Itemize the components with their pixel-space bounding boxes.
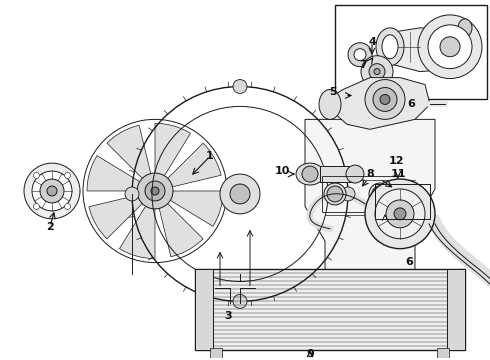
Ellipse shape <box>324 183 346 205</box>
Circle shape <box>33 203 39 210</box>
Circle shape <box>24 163 80 219</box>
Polygon shape <box>168 143 221 187</box>
Text: 10: 10 <box>274 166 290 176</box>
Circle shape <box>233 80 247 94</box>
Circle shape <box>65 203 71 210</box>
Bar <box>447 269 465 350</box>
Text: 11: 11 <box>390 169 406 179</box>
Text: 6: 6 <box>407 99 415 109</box>
Bar <box>195 269 213 350</box>
Polygon shape <box>89 195 142 239</box>
Circle shape <box>380 94 390 104</box>
Bar <box>437 348 449 360</box>
Polygon shape <box>330 78 430 129</box>
Bar <box>375 184 430 219</box>
Ellipse shape <box>319 90 341 120</box>
Circle shape <box>151 187 159 195</box>
Polygon shape <box>305 120 435 293</box>
Bar <box>320 166 355 182</box>
Circle shape <box>365 179 435 249</box>
Polygon shape <box>120 206 155 258</box>
Circle shape <box>369 64 385 80</box>
Text: 2: 2 <box>46 222 54 232</box>
Ellipse shape <box>296 163 324 185</box>
Circle shape <box>302 166 318 182</box>
Text: 5: 5 <box>329 86 337 96</box>
Circle shape <box>230 184 250 204</box>
Circle shape <box>418 15 482 78</box>
Circle shape <box>373 87 397 111</box>
Circle shape <box>125 187 139 201</box>
Circle shape <box>348 43 372 67</box>
Circle shape <box>428 25 472 69</box>
Circle shape <box>374 69 380 75</box>
Circle shape <box>375 189 425 239</box>
Circle shape <box>33 172 39 179</box>
Bar <box>335 5 487 99</box>
Text: 9: 9 <box>306 349 314 359</box>
Circle shape <box>394 208 406 220</box>
Ellipse shape <box>369 183 391 205</box>
Bar <box>322 176 397 212</box>
Ellipse shape <box>458 19 472 37</box>
Text: 4: 4 <box>368 37 376 47</box>
Circle shape <box>341 187 355 201</box>
Polygon shape <box>171 191 223 226</box>
Text: 7: 7 <box>359 60 367 69</box>
Text: 1: 1 <box>206 151 214 161</box>
Bar <box>210 348 222 360</box>
Circle shape <box>354 49 366 61</box>
Circle shape <box>137 173 173 209</box>
Ellipse shape <box>376 28 404 66</box>
Circle shape <box>220 174 260 214</box>
Polygon shape <box>382 28 470 72</box>
Circle shape <box>327 186 343 202</box>
Circle shape <box>361 56 393 87</box>
Circle shape <box>65 172 71 179</box>
Ellipse shape <box>346 165 364 183</box>
Text: 3: 3 <box>224 311 232 321</box>
Circle shape <box>40 179 64 203</box>
Circle shape <box>386 200 414 228</box>
Circle shape <box>233 294 247 309</box>
Circle shape <box>145 181 165 201</box>
Text: 12: 12 <box>388 156 404 166</box>
Polygon shape <box>155 123 191 176</box>
Circle shape <box>372 186 388 202</box>
Circle shape <box>365 80 405 120</box>
Bar <box>195 269 465 350</box>
Polygon shape <box>159 204 203 257</box>
Circle shape <box>440 37 460 57</box>
Polygon shape <box>107 125 151 178</box>
Polygon shape <box>87 156 140 191</box>
Ellipse shape <box>382 35 398 59</box>
Circle shape <box>32 171 72 211</box>
Text: 6: 6 <box>405 257 413 267</box>
Circle shape <box>47 186 57 196</box>
Text: 8: 8 <box>366 169 374 179</box>
